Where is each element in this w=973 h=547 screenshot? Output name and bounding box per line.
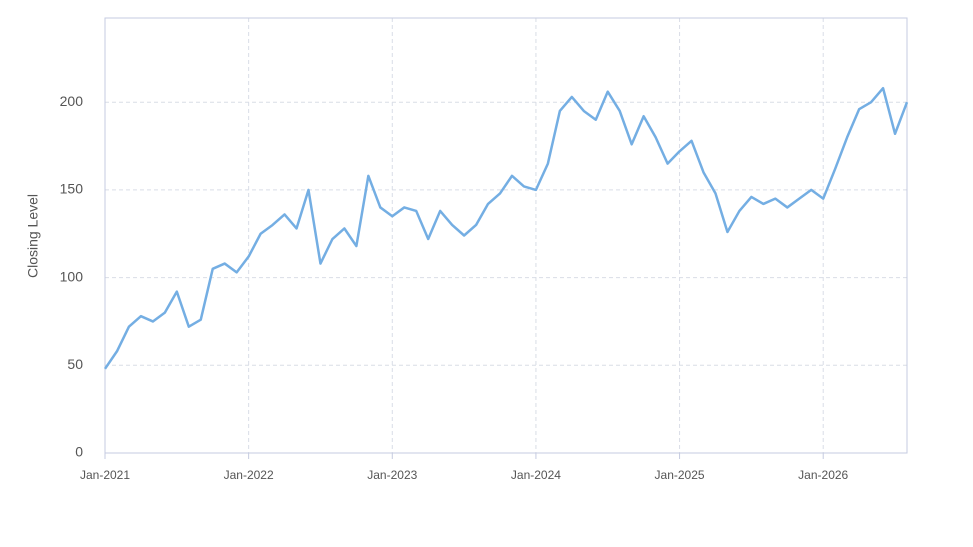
y-tick-label: 0 xyxy=(75,444,83,460)
x-tick-label: Jan-2024 xyxy=(511,468,561,482)
x-tick-label: Jan-2021 xyxy=(80,468,130,482)
x-tick-label: Jan-2023 xyxy=(367,468,417,482)
y-tick-label: 100 xyxy=(60,268,84,284)
plot-frame xyxy=(104,17,908,454)
y-tick-label: 200 xyxy=(60,93,84,109)
x-tick-label: Jan-2022 xyxy=(224,468,274,482)
y-tick-label: 50 xyxy=(67,356,83,372)
y-tick-label: 150 xyxy=(60,181,84,197)
x-tick-label: Jan-2025 xyxy=(655,468,705,482)
line xyxy=(103,86,909,370)
x-tick-label: Jan-2026 xyxy=(798,468,848,482)
y-axis-label: Closing Level xyxy=(25,194,41,278)
